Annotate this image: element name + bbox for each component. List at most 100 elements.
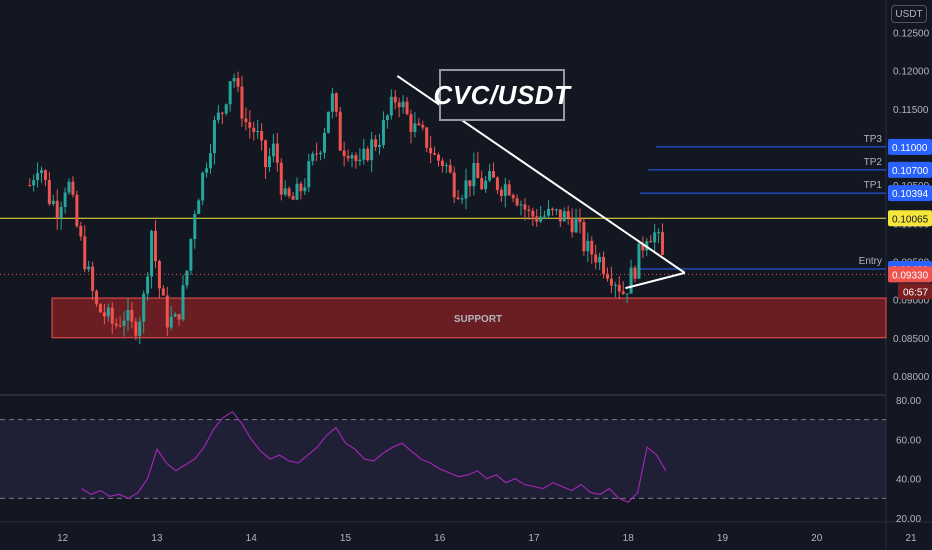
candle-body bbox=[173, 314, 177, 317]
time-tick-label: 12 bbox=[57, 533, 69, 544]
candle-body bbox=[205, 168, 209, 173]
candle-body bbox=[653, 232, 657, 243]
level-label: TP3 bbox=[864, 134, 883, 145]
candle-body bbox=[342, 150, 346, 157]
candle-body bbox=[598, 256, 602, 263]
price-tick-label: 0.08000 bbox=[893, 372, 930, 383]
candle-body bbox=[389, 96, 393, 116]
level-label: TP1 bbox=[864, 180, 883, 191]
candle-body bbox=[319, 152, 323, 155]
candle-body bbox=[240, 86, 244, 119]
candle-body bbox=[248, 122, 252, 128]
currency-button[interactable]: USDT bbox=[891, 5, 927, 23]
candle-body bbox=[110, 307, 114, 324]
candle-body bbox=[260, 131, 264, 141]
candle-body bbox=[476, 162, 480, 179]
candle-body bbox=[527, 209, 531, 211]
candle-body bbox=[197, 200, 201, 215]
levels: TP3 TP2 TP1 Entry bbox=[0, 134, 886, 275]
candle-body bbox=[637, 243, 641, 279]
candle-body bbox=[409, 114, 413, 133]
candle-body bbox=[295, 183, 299, 200]
candle-body bbox=[413, 123, 417, 133]
candle-body bbox=[122, 320, 126, 326]
candle-body bbox=[224, 104, 228, 114]
candle-body bbox=[590, 240, 594, 255]
candle-body bbox=[495, 177, 499, 190]
candle-body bbox=[519, 204, 523, 206]
time-axis[interactable]: 12 13 14 15 16 17 18 19 20 21 bbox=[57, 533, 917, 544]
candle-body bbox=[291, 196, 295, 200]
candle-body bbox=[460, 198, 464, 200]
rsi-line bbox=[81, 410, 667, 504]
candle-body bbox=[425, 127, 429, 148]
candle-body bbox=[216, 112, 220, 121]
candle-body bbox=[405, 101, 409, 115]
candle-body bbox=[605, 273, 609, 279]
candle-body bbox=[334, 93, 338, 112]
candle-body bbox=[47, 180, 51, 204]
candle-body bbox=[617, 284, 621, 292]
candle-body bbox=[350, 155, 354, 159]
candle-body bbox=[106, 307, 110, 317]
candle-body bbox=[531, 210, 535, 217]
candle-body bbox=[440, 160, 444, 167]
candle-body bbox=[362, 148, 366, 160]
level-badge bbox=[888, 185, 932, 202]
candle-body bbox=[550, 208, 554, 211]
candle-body bbox=[657, 232, 661, 234]
candle-body bbox=[43, 170, 47, 181]
candle-body bbox=[32, 180, 36, 186]
candle-body bbox=[558, 209, 562, 222]
candle-body bbox=[142, 293, 146, 322]
price-axis[interactable]: 0.125000.120000.115000.110000.105000.100… bbox=[888, 28, 932, 525]
candle-body bbox=[582, 222, 586, 252]
rsi-tick-label: 40.00 bbox=[896, 475, 921, 486]
countdown-text: 06:57 bbox=[903, 287, 928, 298]
candle-body bbox=[566, 211, 570, 219]
candle-body bbox=[315, 153, 319, 155]
rsi-tick-label: 80.00 bbox=[896, 396, 921, 407]
candle-body bbox=[279, 162, 283, 195]
time-tick-label: 18 bbox=[623, 533, 635, 544]
candle-body bbox=[330, 93, 334, 112]
level-badge-text: 0.10394 bbox=[892, 189, 929, 200]
candle-body bbox=[358, 159, 362, 162]
candle-body bbox=[578, 218, 582, 223]
candle-body bbox=[554, 209, 558, 211]
candle-body bbox=[448, 165, 452, 173]
candle-body bbox=[397, 102, 401, 108]
candle-body bbox=[28, 185, 32, 187]
candle-body bbox=[468, 180, 472, 187]
level-badge-text: 0.10065 bbox=[892, 214, 929, 225]
lower-trendline[interactable] bbox=[625, 271, 686, 290]
candle-body bbox=[452, 172, 456, 198]
candle-body bbox=[303, 187, 307, 192]
candle-body bbox=[287, 188, 291, 197]
rsi-band-fill bbox=[0, 419, 886, 499]
candle-body bbox=[83, 236, 87, 270]
candle-body bbox=[299, 183, 303, 192]
candle-body bbox=[55, 200, 59, 219]
candle-body bbox=[165, 295, 169, 328]
candle-body bbox=[102, 312, 106, 317]
price-badge bbox=[888, 266, 932, 283]
time-tick-label: 14 bbox=[246, 533, 258, 544]
candle-body bbox=[228, 81, 232, 105]
candle-body bbox=[146, 276, 150, 294]
price-tick-label: 0.09000 bbox=[893, 296, 930, 307]
candle-body bbox=[609, 278, 613, 286]
candle-body bbox=[401, 101, 405, 108]
candle-body bbox=[98, 304, 102, 313]
candle-body bbox=[586, 240, 590, 252]
candle-body bbox=[543, 215, 547, 217]
candle-body bbox=[346, 156, 350, 159]
candle-body bbox=[220, 112, 224, 114]
candle-body bbox=[307, 161, 311, 188]
candle-body bbox=[264, 140, 268, 168]
candle-body bbox=[271, 143, 275, 157]
candle-body bbox=[169, 316, 173, 328]
candle-body bbox=[366, 148, 370, 161]
candle-body bbox=[189, 239, 193, 271]
